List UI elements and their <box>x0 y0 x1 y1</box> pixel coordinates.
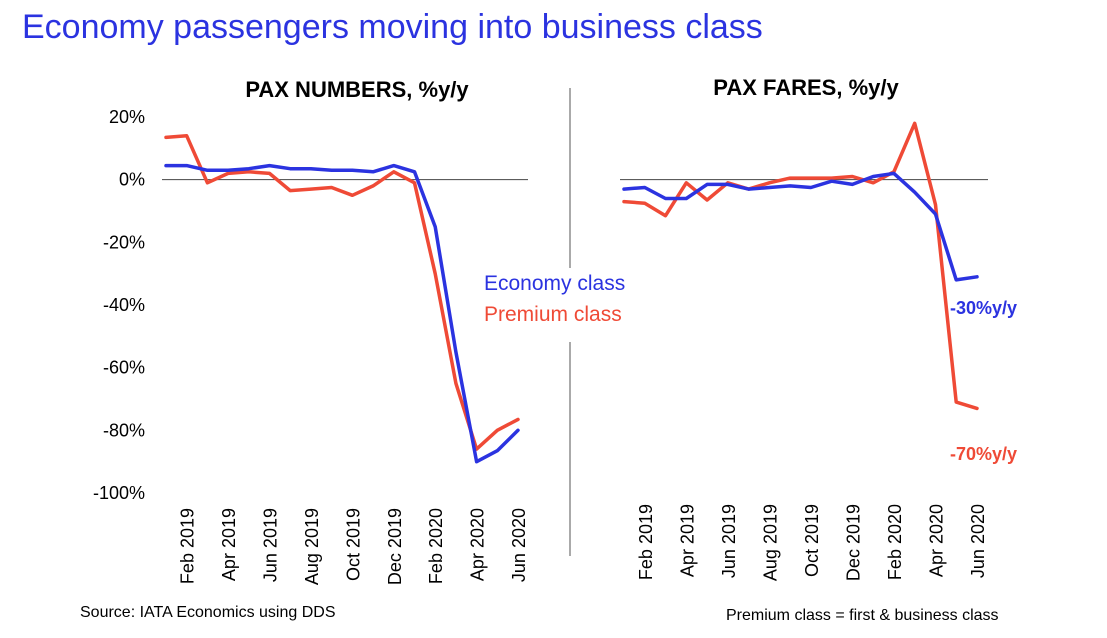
legend-economy-label: Economy class <box>484 272 625 295</box>
x-tick-label: Aug 2019 <box>760 504 780 581</box>
pax-fares-chart: PAX FARES, %y/y Feb 2019 Apr 2019 Jun 2019 A… <box>620 75 1017 581</box>
footnote: Premium class = first & business class <box>726 607 999 624</box>
x-tick-label: Apr 2019 <box>219 508 239 581</box>
x-tick-label: Feb 2019 <box>178 508 198 584</box>
x-tick-label: Aug 2019 <box>302 508 322 585</box>
panel-title: PAX FARES, %y/y <box>713 75 899 100</box>
x-tick-label: Dec 2019 <box>843 504 863 581</box>
premium-annotation: -70%y/y <box>950 444 1017 464</box>
x-tick-label: Jun 2019 <box>261 508 281 582</box>
x-tick-label: Apr 2019 <box>677 504 697 577</box>
x-tick-label: Oct 2019 <box>802 504 822 577</box>
x-tick-label: Jun 2020 <box>968 504 988 578</box>
x-tick-label: Feb 2020 <box>426 508 446 584</box>
x-tick-label: Jun 2019 <box>719 504 739 578</box>
series-line-economy <box>622 171 979 282</box>
series-line-premium <box>164 134 520 451</box>
y-tick-label: -60% <box>103 358 145 378</box>
x-tick-label: Dec 2019 <box>385 508 405 585</box>
x-tick-label: Feb 2019 <box>636 504 656 580</box>
y-tick-label: -100% <box>93 483 145 503</box>
source-note: Source: IATA Economics using DDS <box>80 604 336 621</box>
y-tick-label: 0% <box>119 170 145 190</box>
series-line-premium <box>622 121 979 411</box>
x-tick-label: Oct 2019 <box>343 508 363 581</box>
economy-annotation: -30%y/y <box>950 298 1017 318</box>
y-tick-label: -40% <box>103 295 145 315</box>
x-tick-label: Jun 2020 <box>509 508 529 582</box>
legend-premium-label: Premium class <box>484 303 622 326</box>
y-tick-label: -80% <box>103 420 145 440</box>
y-tick-label: 20% <box>109 107 145 127</box>
pax-numbers-chart: PAX NUMBERS, %y/y 20% 0% -20% -40% -60% -80% -1… <box>93 77 529 585</box>
y-tick-label: -20% <box>103 232 145 252</box>
x-tick-label: Feb 2020 <box>885 504 905 580</box>
page-title: Economy passengers moving into business … <box>22 8 763 46</box>
panel-title: PAX NUMBERS, %y/y <box>245 77 469 102</box>
x-tick-label: Apr 2020 <box>926 504 946 577</box>
series-line-economy <box>164 163 520 464</box>
x-tick-label: Apr 2020 <box>468 508 488 581</box>
